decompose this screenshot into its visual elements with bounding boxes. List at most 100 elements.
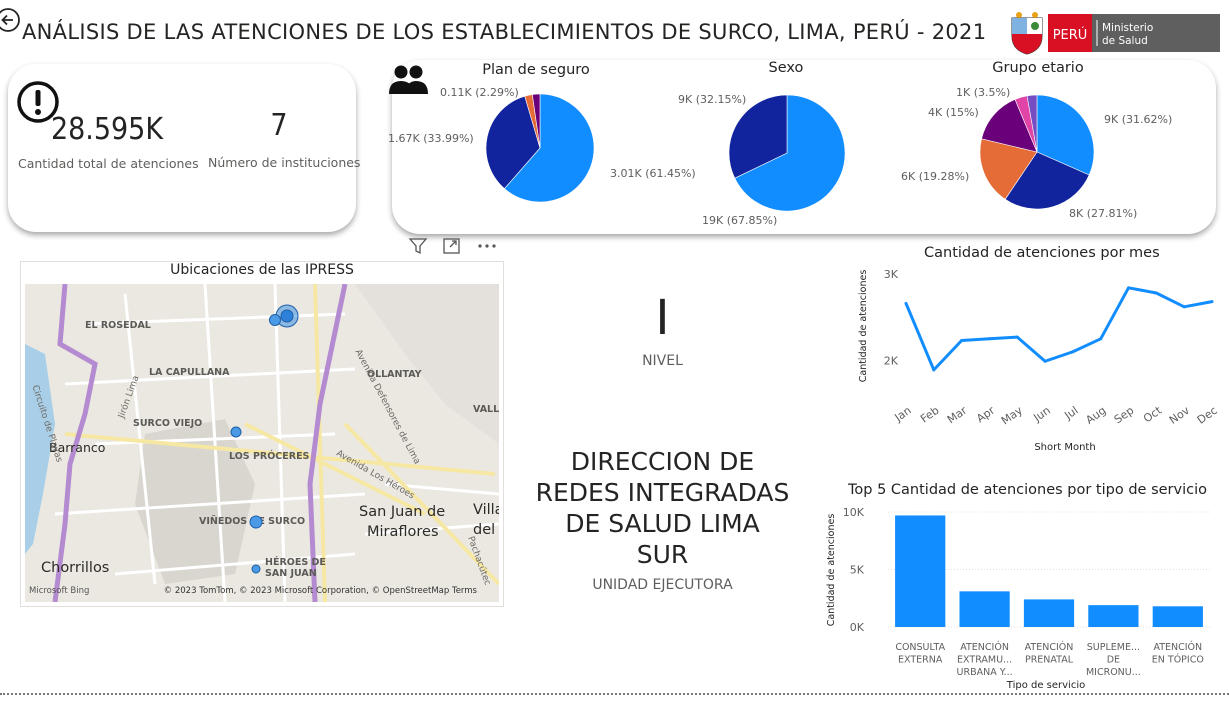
ipress-marker-3[interactable] <box>230 426 242 438</box>
pie1-slice-3[interactable] <box>531 93 541 149</box>
map-label-del: del <box>473 522 496 538</box>
line-point-1[interactable] <box>932 368 936 372</box>
map-label-barranco: Barranco <box>49 440 106 455</box>
bar-xtick-4-1: EN TÓPICO <box>1152 654 1204 666</box>
line-point-5[interactable] <box>1043 359 1047 363</box>
nivel-value: I <box>655 290 670 346</box>
line-point-10[interactable] <box>1182 305 1186 309</box>
bar-xtick-1-1: EXTRAMU... <box>957 655 1012 666</box>
line-xtick-9: Oct <box>1141 403 1165 425</box>
pie3-slice-0[interactable] <box>1036 94 1095 176</box>
line-xtick-5: Jun <box>1030 404 1052 425</box>
pie3-label-1: 8K (27.81%) <box>1069 207 1138 220</box>
ipress-marker-2[interactable] <box>269 314 281 326</box>
bar-0[interactable] <box>895 515 946 627</box>
pie3-slice-3[interactable] <box>981 99 1038 153</box>
map-label-surco-viejo: SURCO VIEJO <box>133 418 203 429</box>
bar-xtick-3-0: SUPLEME... <box>1087 642 1140 653</box>
bing-logo: Microsoft Bing <box>29 586 90 596</box>
pie3-label-4: 1K (3.5%) <box>956 86 1011 99</box>
kpi-card: 28.595K Cantidad total de atenciones 7 N… <box>8 64 361 232</box>
logo-ministry-line2: de Salud <box>1102 35 1148 47</box>
pie1-slice-0[interactable] <box>503 93 595 203</box>
bar-1[interactable] <box>959 591 1010 627</box>
pie2-slice-0[interactable] <box>734 94 846 212</box>
line-point-8[interactable] <box>1127 286 1131 290</box>
bar-chart-title: Top 5 Cantidad de atenciones por tipo de… <box>848 482 1207 498</box>
bar-xtick-1-2: URBANA Y... <box>957 667 1013 678</box>
unidad-line-2: REDES INTEGRADAS <box>535 478 790 507</box>
pie3-label-2: 6K (19.28%) <box>901 170 970 183</box>
line-xtick-6: Jul <box>1061 404 1080 423</box>
bar-2[interactable] <box>1023 599 1075 627</box>
pie-charts <box>485 93 1095 212</box>
pie3-title: Grupo etario <box>992 60 1084 76</box>
map-label-villa: Villa <box>473 502 499 518</box>
alert-icon <box>17 81 59 123</box>
line-point-7[interactable] <box>1099 337 1103 341</box>
line-point-2[interactable] <box>960 339 964 343</box>
line-point-3[interactable] <box>987 337 991 341</box>
filter-icon[interactable] <box>408 238 428 255</box>
instituciones-value: 7 <box>270 108 288 143</box>
focus-mode-icon[interactable] <box>443 238 460 254</box>
nivel-label: NIVEL <box>642 353 683 369</box>
ipress-marker-4[interactable] <box>249 515 263 529</box>
unidad-line-4: SUR <box>636 540 689 569</box>
line-point-9[interactable] <box>1154 291 1158 295</box>
line-point-11[interactable] <box>1210 300 1214 304</box>
line-point-4[interactable] <box>1015 335 1019 339</box>
ipress-marker-1[interactable] <box>275 304 299 328</box>
map-label-proceres: LOS PRÓCERES <box>229 451 310 462</box>
bar-xtick-0-0: CONSULTA <box>895 642 945 653</box>
back-arrow-icon[interactable] <box>0 6 22 34</box>
pie3-slice-2[interactable] <box>979 138 1038 200</box>
peru-coat-of-arms-icon <box>1011 12 1043 55</box>
pie2-label-0: 19K (67.85%) <box>702 214 778 227</box>
line-xlabel: Short Month <box>1034 442 1095 453</box>
line-xtick-2: Mar <box>945 404 970 427</box>
bar-3[interactable] <box>1088 605 1139 627</box>
pie1-slice-1[interactable] <box>485 95 541 190</box>
unidad-line-1: DIRECCION DE <box>570 447 755 476</box>
bar-xtick-0-1: EXTERNA <box>898 655 943 666</box>
line-series[interactable] <box>904 286 1213 372</box>
map-visual: Ubicaciones de las IPRESS EL ROSEDAL LA <box>20 261 504 607</box>
map-credit[interactable]: © 2023 TomTom, © 2023 Microsoft Corporat… <box>163 586 477 596</box>
map-canvas[interactable]: EL ROSEDAL LA CAPULLANA SURCO VIEJO LOS … <box>25 284 499 602</box>
map-label-capullana: LA CAPULLANA <box>149 367 230 378</box>
pie3-slice-5[interactable] <box>1026 94 1038 153</box>
map-label-chorrillos: Chorrillos <box>41 560 110 576</box>
line-chart-title: Cantidad de atenciones por mes <box>924 245 1160 261</box>
pie2-slice-1[interactable] <box>728 94 788 179</box>
map-label-valle: VALLE <box>473 404 499 415</box>
pie1-label-1: 1.67K (33.99%) <box>388 132 474 145</box>
bar-xtick-2-1: PRENATAL <box>1025 655 1074 666</box>
pie2-label-1: 9K (32.15%) <box>678 93 747 106</box>
more-options-icon[interactable] <box>478 244 496 248</box>
line-xtick-10: Nov <box>1167 404 1192 427</box>
pie1-title: Plan de seguro <box>482 62 590 78</box>
logo-ministry-line1: Ministerio <box>1102 22 1153 34</box>
bar-ytick-0: 0K <box>850 621 865 634</box>
map-label-heroes-2: SAN JUAN <box>265 568 317 579</box>
ipress-marker-5[interactable] <box>251 564 261 574</box>
map-markers <box>230 304 299 574</box>
line-xtick-7: Aug <box>1083 404 1108 427</box>
line-xtick-8: Sep <box>1112 404 1136 427</box>
line-point-6[interactable] <box>1071 350 1075 354</box>
line-ytick-0: 2K <box>884 354 899 367</box>
bar-xlabel: Tipo de servicio <box>1006 680 1085 691</box>
map-label-heroes-1: HÉROES DE <box>265 557 326 568</box>
line-point-0[interactable] <box>904 301 908 305</box>
pie3-slice-1[interactable] <box>1004 151 1090 210</box>
page-title: ANÁLISIS DE LAS ATENCIONES DE LOS ESTABL… <box>22 20 987 44</box>
instituciones-label: Número de instituciones <box>208 155 361 170</box>
map-label-sjm-1: San Juan de <box>359 504 446 520</box>
line-xtick-3: Apr <box>974 404 997 426</box>
pie-charts-card: Plan de seguro Sexo Grupo etario 0.11K (… <box>388 60 1216 234</box>
bar-4[interactable] <box>1152 606 1203 627</box>
map-label-rosedal: EL ROSEDAL <box>85 320 151 331</box>
bar-chart: 0K 5K 10K CONSULTA EXTERNA ATENCIÓN EXTRAMU...… <box>826 506 1210 691</box>
unidad-ejecutora-label: UNIDAD EJECUTORA <box>592 577 733 593</box>
